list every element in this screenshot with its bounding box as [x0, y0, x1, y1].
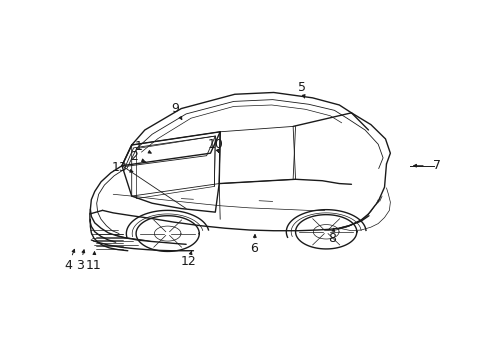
Text: 8: 8 — [327, 233, 335, 246]
Text: 6: 6 — [250, 242, 258, 255]
Text: 13: 13 — [111, 161, 127, 174]
Text: 12: 12 — [181, 255, 196, 268]
Text: 11: 11 — [86, 258, 102, 271]
Text: 3: 3 — [76, 258, 84, 271]
Text: 1: 1 — [134, 140, 142, 153]
Text: 10: 10 — [207, 139, 223, 152]
Text: 9: 9 — [171, 102, 179, 115]
Text: 2: 2 — [129, 150, 137, 163]
Text: 5: 5 — [297, 81, 305, 94]
Text: 4: 4 — [64, 258, 72, 271]
Text: 7: 7 — [432, 159, 440, 172]
